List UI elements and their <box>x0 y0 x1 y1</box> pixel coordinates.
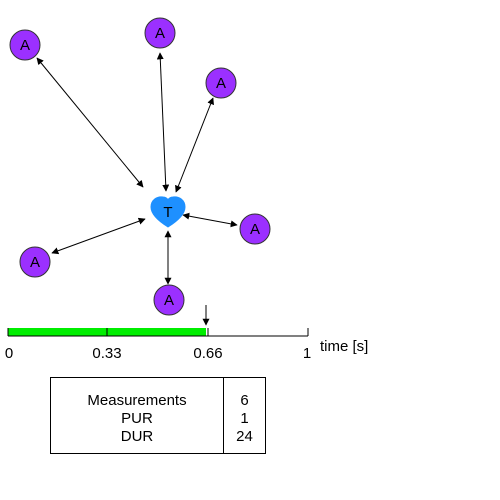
stats-values-column: 6 1 24 <box>224 392 265 446</box>
anchor-label: A <box>30 254 40 271</box>
timeline-tick-label: 0.66 <box>193 345 222 362</box>
anchor-label: A <box>155 25 165 42</box>
link-arrow <box>175 97 214 193</box>
anchor-circle <box>19 246 51 278</box>
anchor-circle <box>239 213 271 245</box>
stats-table-divider <box>223 378 224 453</box>
link-arrow <box>156 52 170 192</box>
anchor-circle <box>153 284 185 316</box>
anchor-circle <box>144 17 176 49</box>
timeline-tick-label: 1 <box>303 345 311 362</box>
tag-label: T <box>163 204 172 221</box>
stats-name-measurements: Measurements <box>87 392 187 409</box>
link-arrow <box>182 212 238 228</box>
anchor-circle <box>9 29 41 61</box>
anchor-node: A <box>153 284 185 316</box>
timeline-tick-label: 0.33 <box>92 345 121 362</box>
stats-table: Measurements PUR DUR 6 1 24 <box>50 377 266 454</box>
stats-name-pur: PUR <box>121 410 153 427</box>
anchor-label: A <box>20 37 30 54</box>
anchor-label: A <box>250 221 260 238</box>
anchor-label: A <box>164 292 174 309</box>
stats-value-dur: 24 <box>236 428 253 445</box>
anchor-node: A <box>239 213 271 245</box>
link-arrows <box>36 52 238 285</box>
heart-shaped-tag-icon <box>150 196 186 228</box>
link-arrow <box>51 217 146 255</box>
link-arrow <box>36 57 144 188</box>
stats-names-column: Measurements PUR DUR <box>51 392 223 446</box>
anchor-node: A <box>19 246 51 278</box>
timeline-axis-title: time [s] <box>320 338 368 355</box>
tag-node: T <box>150 196 186 228</box>
anchor-circle <box>205 67 237 99</box>
anchor-node: A <box>205 67 237 99</box>
anchor-label: A <box>216 75 226 92</box>
stats-value-measurements: 6 <box>240 392 249 409</box>
timeline: 0 0.33 0.66 1 time [s] <box>5 305 368 362</box>
stats-value-pur: 1 <box>240 410 249 427</box>
anchor-node: A <box>9 29 41 61</box>
stats-name-dur: DUR <box>120 428 154 445</box>
anchor-node: A <box>144 17 176 49</box>
timeline-tick-label: 0 <box>5 345 13 362</box>
